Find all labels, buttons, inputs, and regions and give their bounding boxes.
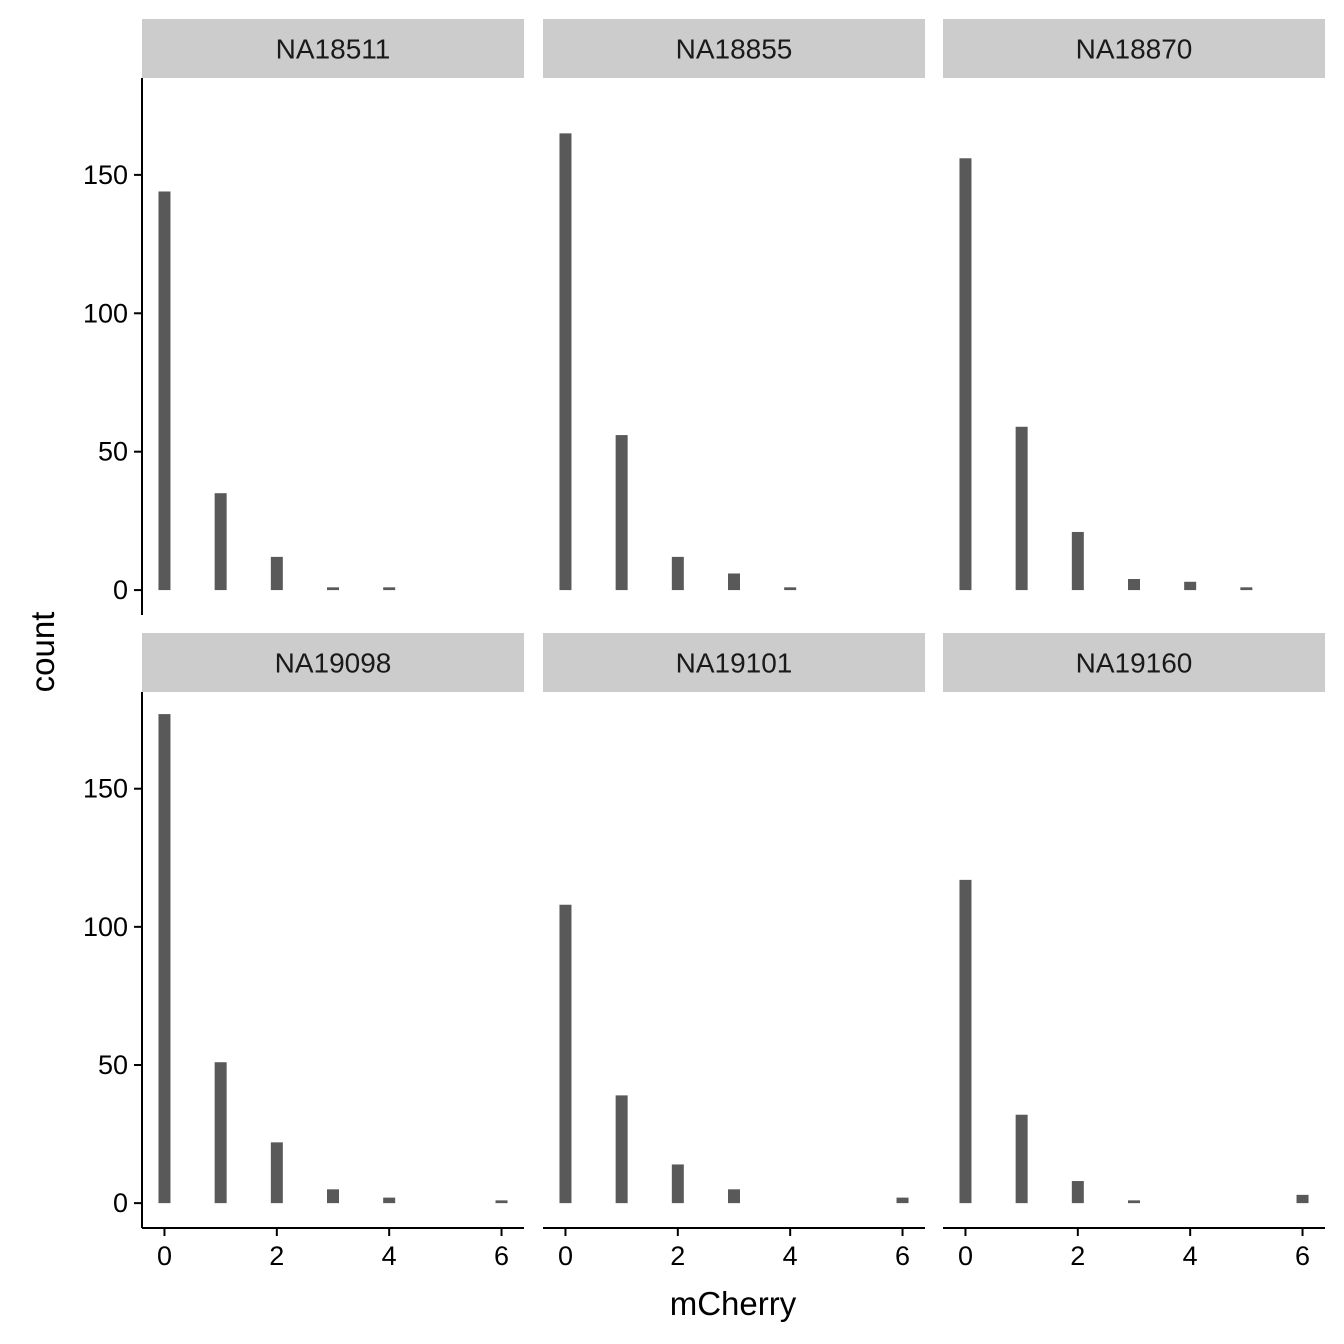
x-tick-label: 2	[1070, 1241, 1085, 1271]
bar	[327, 587, 339, 591]
bar	[327, 1189, 339, 1204]
bar	[383, 587, 396, 591]
x-tick-label: 0	[958, 1241, 973, 1271]
facet-strip	[142, 19, 524, 78]
bar	[383, 1197, 396, 1204]
facet-strip	[943, 633, 1325, 692]
bar	[559, 904, 572, 1204]
facet-strip-label: NA18855	[676, 34, 793, 65]
bar	[1128, 1200, 1140, 1204]
bar	[1071, 1181, 1084, 1204]
x-tick-label: 2	[269, 1241, 284, 1271]
x-tick-label: 0	[558, 1241, 573, 1271]
y-axis-title: count	[24, 612, 61, 693]
bar	[671, 1164, 684, 1204]
bar	[1184, 581, 1197, 591]
bar	[615, 1095, 628, 1204]
y-tick-label: 0	[113, 575, 128, 605]
bar	[158, 714, 171, 1204]
facet-panel: NA18855	[543, 19, 925, 591]
facet-strip	[543, 19, 925, 78]
bar	[784, 587, 797, 591]
x-axis-title: mCherry	[670, 1285, 797, 1322]
bar	[671, 556, 684, 591]
facet-strip-label: NA19101	[676, 648, 793, 679]
facet-strip-label: NA18870	[1076, 34, 1193, 65]
bar	[1296, 1194, 1309, 1204]
x-tick-label: 6	[494, 1241, 509, 1271]
facet-strip-label: NA19098	[275, 648, 392, 679]
bar	[559, 133, 572, 591]
facet-strip-label: NA19160	[1076, 648, 1193, 679]
x-tick-label: 4	[783, 1241, 798, 1271]
y-tick-label: 0	[113, 1188, 128, 1218]
facet-panel: NA19098 0 50 100 150 0 2 4 6	[83, 633, 524, 1271]
facet-panel: NA18870	[943, 19, 1325, 591]
y-tick-label: 150	[83, 774, 128, 804]
y-tick-label: 100	[83, 912, 128, 942]
bar	[1015, 426, 1028, 591]
bar	[728, 1189, 740, 1204]
facet-strip-label: NA18511	[276, 34, 391, 65]
x-tick-label: 0	[157, 1241, 172, 1271]
bar	[1240, 587, 1253, 591]
x-tick-label: 2	[670, 1241, 685, 1271]
facet-panels: NA18511 0 50 100 150 NA18855 NA18870 NA19098 0 50…	[83, 19, 1325, 1271]
bar	[1128, 579, 1140, 591]
bar	[495, 1200, 508, 1204]
bar	[270, 1142, 283, 1204]
facet-panel: NA18511 0 50 100 150	[83, 19, 524, 615]
facet-strip	[142, 633, 524, 692]
bar	[214, 493, 227, 591]
y-tick-label: 150	[83, 160, 128, 190]
bar	[158, 191, 171, 591]
y-tick-label: 50	[98, 437, 128, 467]
bar	[615, 435, 628, 591]
facet-strip	[943, 19, 1325, 78]
y-tick-label: 100	[83, 298, 128, 328]
facet-strip	[543, 633, 925, 692]
bar	[1015, 1114, 1028, 1204]
y-tick-label: 50	[98, 1050, 128, 1080]
facet-panel: NA19101 0 2 4 6	[543, 633, 925, 1271]
facet-panel: NA19160 0 2 4 6	[943, 633, 1325, 1271]
bar	[1071, 531, 1084, 591]
x-tick-label: 6	[1295, 1241, 1310, 1271]
bar	[214, 1062, 227, 1204]
bar	[728, 573, 740, 591]
x-tick-label: 6	[895, 1241, 910, 1271]
x-tick-label: 4	[382, 1241, 397, 1271]
bar	[959, 879, 972, 1204]
bar	[959, 158, 972, 591]
x-tick-label: 4	[1183, 1241, 1198, 1271]
bar	[896, 1197, 909, 1204]
bar	[270, 556, 283, 591]
